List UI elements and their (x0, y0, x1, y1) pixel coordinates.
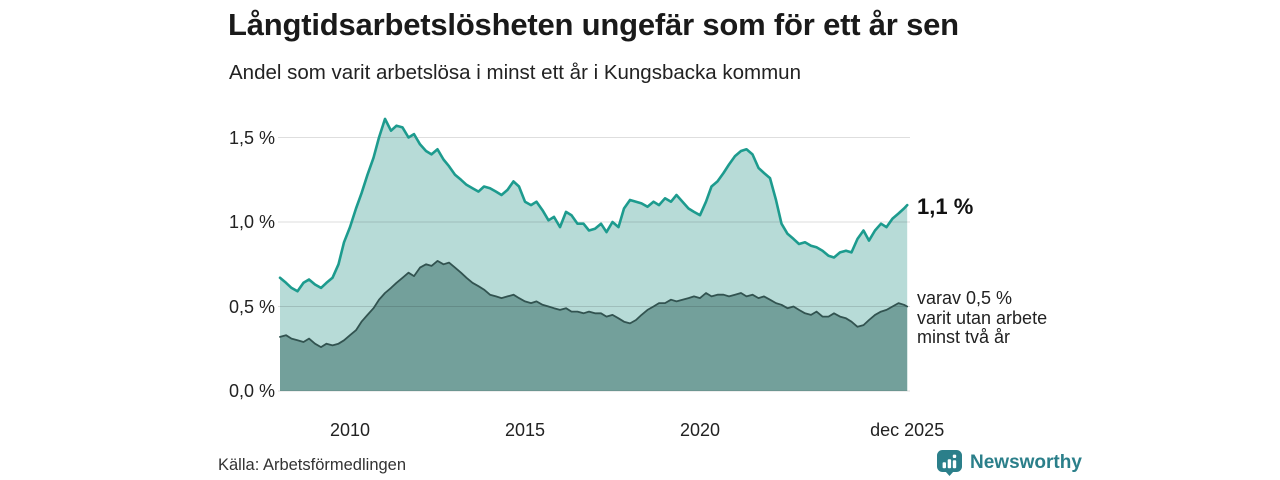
x-tick-label: 2010 (329, 420, 371, 440)
source-credit: Källa: Arbetsförmedlingen (218, 456, 407, 474)
series-area-2 (280, 260, 908, 391)
newsworthy-logo-icon (936, 449, 963, 477)
x-tick-label: 2020 (679, 420, 721, 440)
newsworthy-logo: Newsworthy (936, 449, 1082, 477)
series-line-2 (279, 260, 909, 348)
y-tick-label: 1,0 % (228, 212, 275, 232)
breakdown-annotation: varav 0,5 % varit utan arbete minst två … (917, 288, 1048, 347)
newsworthy-logo-text: Newsworthy (970, 452, 1082, 473)
x-tick-label: 2015 (504, 420, 546, 440)
page-title: Långtidsarbetslösheten ungefär som för e… (228, 7, 959, 42)
x-tick-label: dec 2025 (870, 420, 945, 440)
y-tick-label: 0,5 % (228, 296, 275, 317)
y-tick-label: 0,0 % (228, 381, 275, 401)
latest-value-annotation: 1,1 % (917, 194, 974, 219)
chart-subtitle: Andel som varit arbetslösa i minst ett å… (229, 61, 801, 84)
series-line-1 (278, 117, 909, 293)
y-tick-label: 1,5 % (228, 127, 275, 148)
